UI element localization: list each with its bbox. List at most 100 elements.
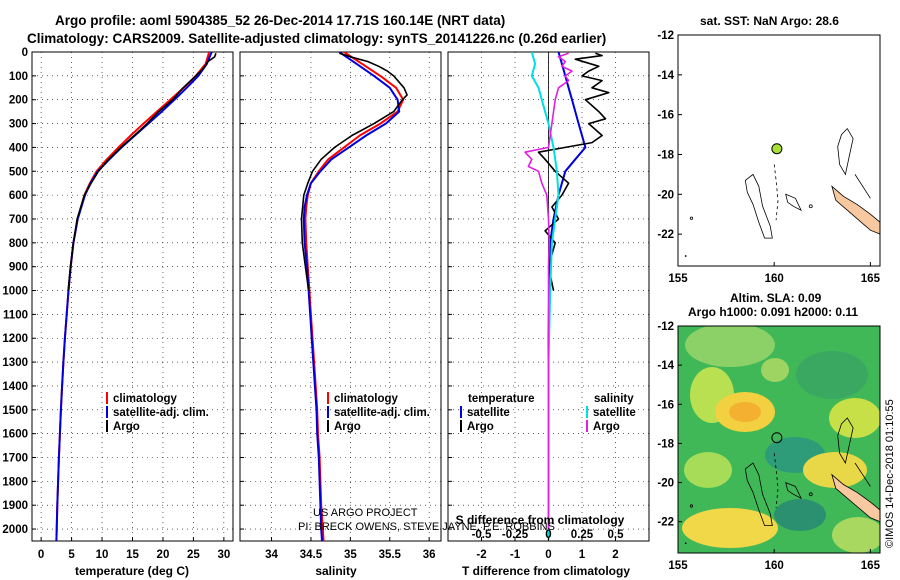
depth-tick-label: 400	[9, 142, 28, 154]
map-x-tick-label: 165	[861, 560, 881, 572]
coast-fragment	[854, 174, 871, 199]
legend-title-salinity: salinity	[594, 393, 634, 405]
temperature-legend: climatology satellite-adj. clim. Argo	[106, 392, 209, 433]
depth-axis: 0 100 200 300 400 500 600 700 800 900 1000 1100 1200…	[2, 47, 28, 536]
sla-anomaly-field	[682, 326, 880, 553]
sla-map-frame	[677, 325, 881, 554]
depth-tick-label: 1600	[2, 429, 28, 441]
x-tick-label: 10	[96, 549, 109, 561]
depth-tick-label: 1100	[3, 309, 28, 321]
depth-tick-label: 900	[9, 262, 28, 274]
depth-tick-label: 1500	[2, 405, 28, 417]
sla-map-content	[684, 417, 880, 545]
figure-title-line-1: Argo profile: aoml 5904385_52 26-Dec-201…	[55, 13, 505, 28]
temperature-lines	[55, 52, 217, 541]
x-tick-label-salinity: 0.5	[608, 529, 625, 541]
series-line-climatology	[55, 52, 211, 541]
x-tick-label-salinity: -0.25	[502, 529, 529, 541]
legend-label-satellite: satellite-adj. clim.	[334, 407, 430, 419]
x-tick-label: 20	[157, 549, 170, 561]
salinity-x-ticks: 34 34.5 35 35.5 36	[265, 537, 436, 561]
sla-map-title-line-2: Argo h1000: 0.091 h2000: 0.11	[688, 305, 858, 319]
map-y-tick-label: -18	[657, 438, 674, 450]
x-tick-label: 34.5	[300, 549, 323, 561]
x-tick-label-salinity: 0	[545, 529, 551, 541]
float-position-marker	[771, 432, 783, 444]
x-tick-label: 25	[187, 549, 200, 561]
difference-lines	[524, 52, 610, 541]
temperature-grid	[32, 52, 233, 541]
project-credit: US ARGO PROJECT	[313, 507, 418, 519]
new-caledonia-coastline	[831, 473, 880, 523]
x-tick-label: 36	[423, 549, 436, 561]
reef-dash-line	[773, 164, 779, 221]
depth-tick-label: 2000	[2, 524, 28, 536]
islet-marker	[684, 255, 687, 257]
depth-tick-label: 1000	[2, 286, 28, 298]
map-y-tick-label: -20	[657, 478, 674, 490]
salinity-grid	[240, 52, 441, 541]
depth-tick-label: 600	[9, 190, 28, 202]
coast-fragment	[854, 462, 871, 487]
sla-blob	[829, 398, 880, 438]
reef-outline	[837, 417, 854, 465]
x-tick-label: 35.5	[379, 549, 402, 561]
depth-tick-label: 500	[9, 166, 28, 178]
legend-label-climatology: climatology	[334, 393, 399, 405]
chesterfield-reef-outline	[744, 462, 773, 526]
map-y-tick-label: -14	[657, 70, 674, 82]
legend-label-temperature-satellite: satellite	[467, 407, 510, 419]
islet-marker	[684, 542, 687, 545]
map-x-tick-label: 160	[765, 273, 784, 285]
series-line-temperature-satellite	[547, 52, 587, 541]
sst-map-content	[684, 127, 880, 257]
float-position-marker	[771, 143, 783, 155]
sst-map-ticks: 155 160 165 -12 -14 -16 -18 -20 -22	[657, 30, 880, 285]
sla-blob	[832, 517, 880, 553]
salinity-panel-frame	[239, 51, 442, 542]
legend-label-climatology: climatology	[113, 393, 178, 405]
map-y-tick-label: -16	[657, 399, 674, 411]
legend-title-temperature: temperature	[468, 393, 534, 405]
x-tick-label: 2	[612, 549, 618, 561]
bank-outline	[785, 481, 802, 500]
sla-map-title-line-1: Altim. SLA: 0.09	[730, 291, 822, 305]
series-line-argo	[300, 52, 408, 291]
map-y-tick-label: -16	[657, 110, 674, 122]
map-y-tick-label: -12	[657, 321, 674, 333]
chesterfield-reef-outline	[744, 173, 773, 239]
legend-label-argo: Argo	[113, 421, 140, 433]
difference-top-x-label: S difference from climatology	[456, 513, 625, 527]
depth-tick-label: 1300	[2, 357, 28, 369]
sla-blob	[774, 499, 826, 531]
map-x-tick-label: 160	[765, 560, 784, 572]
depth-tick-label: 1800	[2, 476, 28, 488]
imos-timestamp: ©IMOS 14-Dec-2018 01:10:55	[884, 399, 896, 548]
x-tick-label: 0	[545, 549, 551, 561]
sla-blob	[729, 402, 761, 422]
legend-label-satellite: satellite-adj. clim.	[113, 407, 209, 419]
depth-tick-label: 0	[22, 47, 28, 59]
map-y-tick-label: -12	[657, 30, 674, 42]
sla-blob	[796, 351, 868, 399]
islet-marker	[689, 216, 694, 220]
temperature-x-ticks: 0 5 10 15 20 25 30	[38, 537, 230, 561]
map-x-tick-label: 165	[861, 273, 881, 285]
series-line-argo	[67, 52, 217, 291]
salinity-legend: climatology satellite-adj. clim. Argo	[327, 392, 430, 433]
islet-marker	[689, 504, 694, 508]
x-tick-label: 1	[579, 549, 586, 561]
sla-blob	[685, 326, 775, 367]
sla-blob	[684, 452, 732, 488]
series-line-salinity-satellite	[530, 52, 560, 541]
difference-legend: temperature salinity satellite Argo sate…	[460, 393, 636, 433]
map-y-tick-label: -18	[657, 149, 674, 161]
x-tick-label: 5	[68, 549, 75, 561]
sla-map-ticks: 155 160 165 -12 -14 -16 -18 -20 -22	[657, 321, 880, 572]
depth-tick-label: 300	[9, 119, 28, 131]
sla-blob	[803, 452, 867, 488]
depth-tick-label: 1900	[2, 500, 28, 512]
sst-map-frame	[677, 34, 881, 267]
depth-tick-label: 1700	[2, 453, 28, 465]
